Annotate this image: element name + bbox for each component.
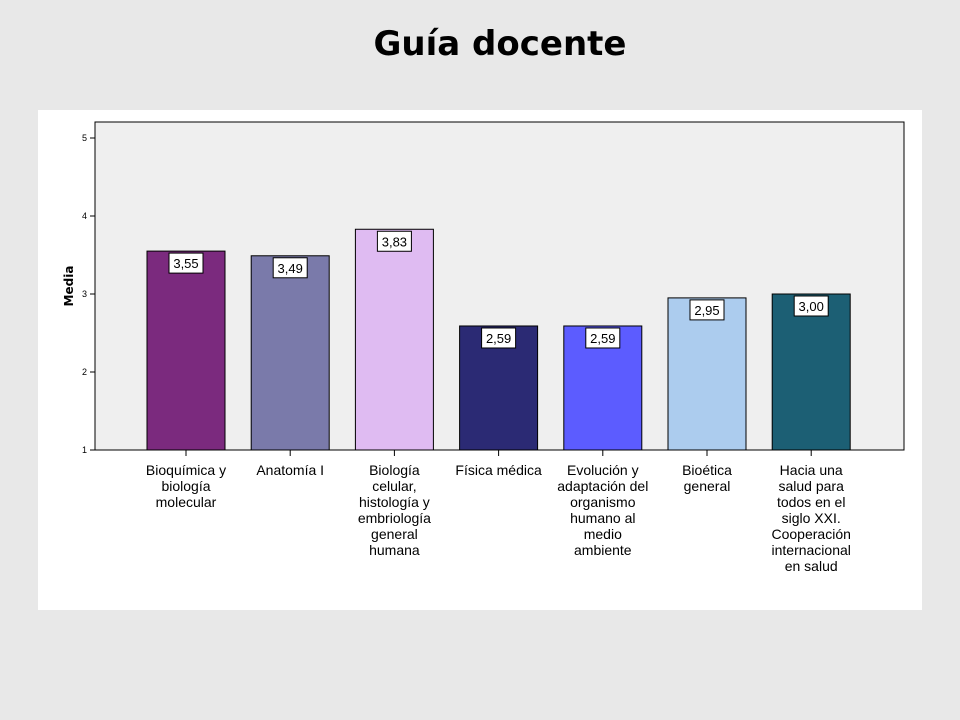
y-tick-label: 4 [82,211,87,221]
data-label: 3,00 [799,299,824,314]
data-label-box [168,252,204,274]
y-axis-title: Media [62,266,76,307]
data-label: 3,49 [278,261,303,276]
y-tick-label: 3 [82,289,87,299]
x-tick-label: Anatomía I [256,462,324,478]
bars: 3,55 3,49 3,83 2,59 2,59 2,95 3,00 [146,228,851,451]
y-tick-label: 2 [82,367,87,377]
x-axis: Bioquímica y biología molecular Anatomía I B… [146,450,851,574]
bar [667,297,747,451]
bar [250,255,330,451]
y-axis: 1 2 3 4 5 [82,133,95,455]
page-title: Guía docente [373,24,627,64]
x-tick-label: Evolución y adaptación del organismo humano… [557,462,648,558]
x-tick-label: Bioquímica y biología molecular [146,462,226,510]
data-label: 2,59 [590,331,615,346]
data-label-box [585,327,621,349]
data-label: 3,83 [382,234,407,249]
bar [146,250,226,451]
x-tick-label: Biología celular, histología y embriología g… [358,462,431,558]
data-label-box [376,230,412,252]
data-label-box [793,295,829,317]
data-label: 3,55 [173,256,198,271]
x-tick-label: Hacia una salud para todos en el siglo XXI.… [772,462,851,574]
chart-card: 1 2 3 4 5 Media 3,55 3,49 3,83 2,59 2,59 2,95 3,00… [38,110,922,610]
x-tick-label: Bioética general [682,462,732,494]
y-tick-label: 5 [82,133,87,143]
bar-chart: 1 2 3 4 5 Media 3,55 3,49 3,83 2,59 2,59 2,95 3,00… [62,121,905,574]
data-label-box [689,299,725,321]
data-label: 2,59 [486,331,511,346]
data-label-box [481,327,517,349]
bar [771,293,851,451]
bar [354,228,434,451]
x-tick-label: Física médica [455,462,542,478]
data-label: 2,95 [694,303,719,318]
data-label-box [272,257,308,279]
y-tick-label: 1 [82,445,87,455]
